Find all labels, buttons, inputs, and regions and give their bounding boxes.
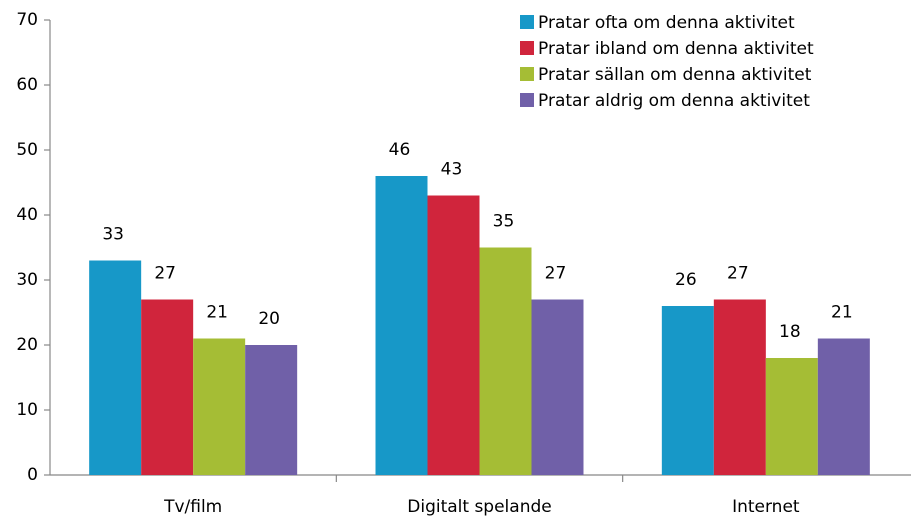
legend-swatch — [520, 93, 534, 107]
y-tick-label: 70 — [16, 10, 38, 30]
data-label: 27 — [545, 264, 567, 284]
legend-label: Pratar ofta om denna aktivitet — [538, 13, 795, 33]
data-label: 27 — [727, 264, 749, 284]
data-label: 33 — [102, 225, 124, 245]
legend-label: Pratar sällan om denna aktivitet — [538, 65, 812, 85]
data-label: 20 — [258, 309, 280, 329]
bar — [817, 338, 870, 475]
bar — [141, 299, 194, 475]
data-label: 43 — [441, 160, 463, 180]
data-label: 21 — [206, 303, 228, 323]
legend-label: Pratar ibland om denna aktivitet — [538, 39, 814, 59]
data-label: 26 — [675, 270, 697, 290]
bar — [375, 176, 428, 475]
bar — [713, 299, 766, 475]
legend-label: Pratar aldrig om denna aktivitet — [538, 91, 810, 111]
bar — [531, 299, 584, 475]
data-label: 35 — [493, 212, 515, 232]
data-label: 46 — [389, 140, 411, 160]
y-tick-label: 10 — [16, 400, 38, 420]
x-tick-label: Tv/film — [163, 497, 222, 517]
x-tick-label: Digitalt spelande — [407, 497, 551, 517]
legend-swatch — [520, 41, 534, 55]
bar — [765, 358, 818, 475]
bar — [245, 345, 298, 475]
data-label: 18 — [779, 322, 801, 342]
bar — [193, 338, 246, 475]
y-tick-label: 0 — [27, 465, 38, 485]
x-tick-label: Internet — [732, 497, 800, 517]
data-label: 21 — [831, 303, 853, 323]
bar — [479, 247, 532, 475]
legend-swatch — [520, 15, 534, 29]
bar — [661, 306, 714, 475]
bar — [89, 260, 142, 475]
bar — [427, 195, 480, 475]
y-tick-label: 50 — [16, 140, 38, 160]
y-tick-label: 30 — [16, 270, 38, 290]
legend-swatch — [520, 67, 534, 81]
y-tick-label: 60 — [16, 75, 38, 95]
y-tick-label: 20 — [16, 335, 38, 355]
data-label: 27 — [154, 264, 176, 284]
y-tick-label: 40 — [16, 205, 38, 225]
